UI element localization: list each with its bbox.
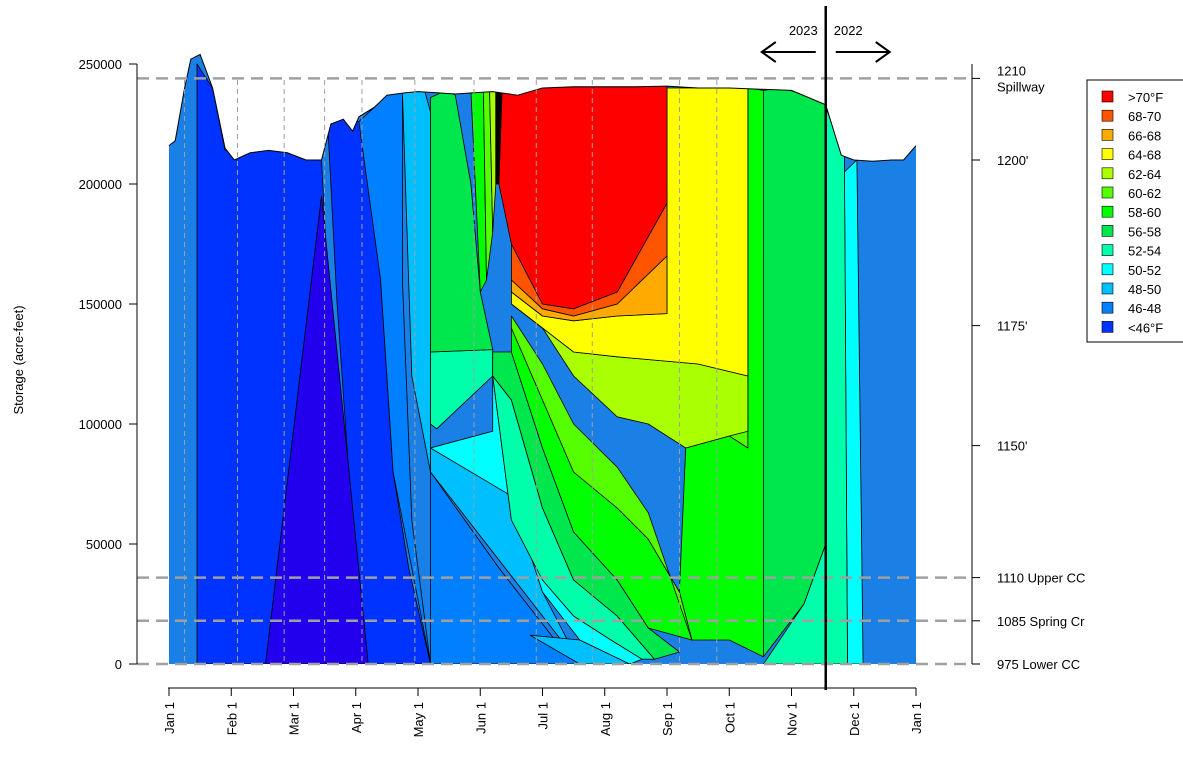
legend-swatch-2 (1101, 129, 1114, 141)
legend-swatch-10 (1101, 282, 1114, 295)
right-tick-label-2: 1110 Upper CC (997, 571, 1085, 586)
legend-swatch-12 (1101, 321, 1114, 333)
legend-label-1: 68-70 (1128, 109, 1161, 124)
reference-lines (137, 77, 972, 666)
legend-label-4: 62-64 (1128, 167, 1161, 182)
legend-swatch-11 (1101, 301, 1114, 314)
x-tick-label-4: May 1 (411, 702, 426, 737)
year-label-left: 2023 (789, 23, 818, 38)
storage-line (168, 53, 916, 162)
right-tick-label-0: 975 Lower CC (997, 657, 1080, 672)
year-label-right: 2022 (834, 23, 863, 38)
year-divider: 2023 2022 (760, 6, 892, 690)
x-tick-label-2: Mar 1 (287, 702, 302, 735)
y-tick-label-5: 250000 (79, 57, 122, 72)
temperature-zone-7 (529, 634, 631, 664)
y-axis-title: Storage (acre-feet) (11, 305, 26, 414)
x-tick-label-7: Aug 1 (598, 702, 613, 736)
x-tick-label-10: Nov 1 (785, 702, 800, 736)
temperature-zone-12 (825, 106, 848, 664)
y-tick-label-0: 0 (115, 657, 122, 672)
right-axis-ticks: 975 Lower CC 1085 Spring Cr 1110 Upper CC 1… (972, 63, 1085, 672)
y-tick-label-2: 100000 (79, 417, 122, 432)
legend: >70°F 68-70 66-68 64-68 62-64 60-62 58-60 56-58… (1086, 79, 1183, 343)
arrow-right-icon (835, 41, 892, 63)
legend-label-5: 60-62 (1128, 186, 1161, 201)
legend-label-7: 56-58 (1128, 224, 1161, 239)
x-tick-label-3: Apr 1 (349, 702, 364, 733)
y-axis-ticks: 0 50000 100000 150000 200000 250000 (79, 57, 137, 672)
right-tick-label-6: 1210 (997, 63, 1026, 78)
legend-label-8: 52-54 (1128, 244, 1161, 259)
right-tick-label-3: 1150' (997, 439, 1027, 454)
legend-swatch-4 (1101, 167, 1114, 180)
temperature-zone-2 (265, 195, 369, 664)
legend-label-2: 66-68 (1128, 128, 1161, 143)
right-tick-label-1: 1085 Spring Cr (997, 614, 1085, 629)
x-tick-label-5: Jun 1 (473, 702, 488, 734)
x-tick-label-8: Sep 1 (660, 702, 675, 736)
legend-label-10: 48-50 (1128, 282, 1161, 297)
arrow-left-icon (760, 41, 816, 63)
legend-label-9: 50-52 (1128, 263, 1161, 278)
x-tick-label-12: Jan 1 (909, 702, 924, 734)
y-tick-label-4: 200000 (79, 177, 122, 192)
legend-swatch-6 (1101, 205, 1114, 218)
legend-swatch-9 (1101, 263, 1114, 276)
legend-label-12: <46°F (1128, 320, 1163, 335)
right-tick-sublabel-6: Spillway (997, 79, 1045, 94)
y-tick-label-3: 150000 (79, 297, 122, 312)
legend-swatch-3 (1101, 148, 1114, 160)
legend-label-0: >70°F (1128, 90, 1163, 105)
temperature-zone-4 (430, 471, 581, 664)
plot-area (168, 53, 916, 664)
x-tick-label-9: Oct 1 (722, 702, 737, 733)
legend-swatch-0 (1101, 90, 1114, 103)
legend-label-6: 58-60 (1128, 205, 1161, 220)
y-tick-label-1: 50000 (86, 537, 122, 552)
legend-label-3: 64-68 (1128, 148, 1161, 163)
legend-label-11: 46-48 (1128, 301, 1161, 316)
right-tick-label-4: 1175' (997, 319, 1027, 334)
right-tick-label-5: 1200' (997, 153, 1028, 168)
x-tick-label-1: Feb 1 (224, 702, 239, 735)
vertical-gridlines (184, 80, 718, 664)
temperature-zone-21 (510, 315, 693, 641)
x-tick-label-0: Jan 1 (162, 702, 177, 734)
legend-swatch-1 (1101, 109, 1114, 122)
x-tick-label-6: Jul 1 (536, 702, 551, 729)
legend-swatch-7 (1101, 225, 1114, 237)
x-tick-label-11: Dec 1 (847, 702, 862, 736)
legend-swatch-8 (1101, 244, 1114, 256)
legend-swatch-5 (1101, 186, 1114, 199)
temperature-zone-14 (430, 90, 494, 353)
x-axis-ticks: Jan 1 Feb 1 Mar 1 Apr 1 May 1 Jun 1 Jul 1 Aug 1… (162, 688, 924, 737)
